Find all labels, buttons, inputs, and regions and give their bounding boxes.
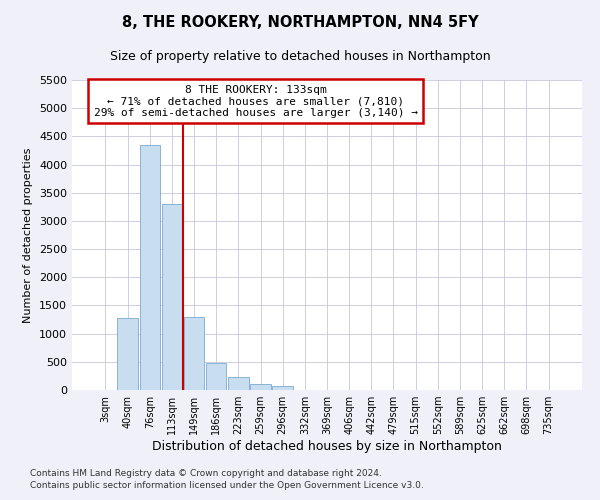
Bar	[140, 145, 160, 390]
Text: Size of property relative to detached houses in Northampton: Size of property relative to detached ho…	[110, 50, 490, 63]
Bar	[272, 386, 293, 390]
Bar	[250, 384, 271, 390]
Bar	[184, 318, 204, 390]
Y-axis label: Number of detached properties: Number of detached properties	[23, 148, 34, 322]
Text: 8 THE ROOKERY: 133sqm
← 71% of detached houses are smaller (7,810)
29% of semi-d: 8 THE ROOKERY: 133sqm ← 71% of detached …	[94, 84, 418, 118]
Text: Contains public sector information licensed under the Open Government Licence v3: Contains public sector information licen…	[30, 481, 424, 490]
X-axis label: Distribution of detached houses by size in Northampton: Distribution of detached houses by size …	[152, 440, 502, 453]
Bar	[228, 377, 248, 390]
Bar	[118, 318, 138, 390]
Text: Contains HM Land Registry data © Crown copyright and database right 2024.: Contains HM Land Registry data © Crown c…	[30, 468, 382, 477]
Bar	[161, 204, 182, 390]
Bar	[206, 363, 226, 390]
Text: 8, THE ROOKERY, NORTHAMPTON, NN4 5FY: 8, THE ROOKERY, NORTHAMPTON, NN4 5FY	[122, 15, 478, 30]
